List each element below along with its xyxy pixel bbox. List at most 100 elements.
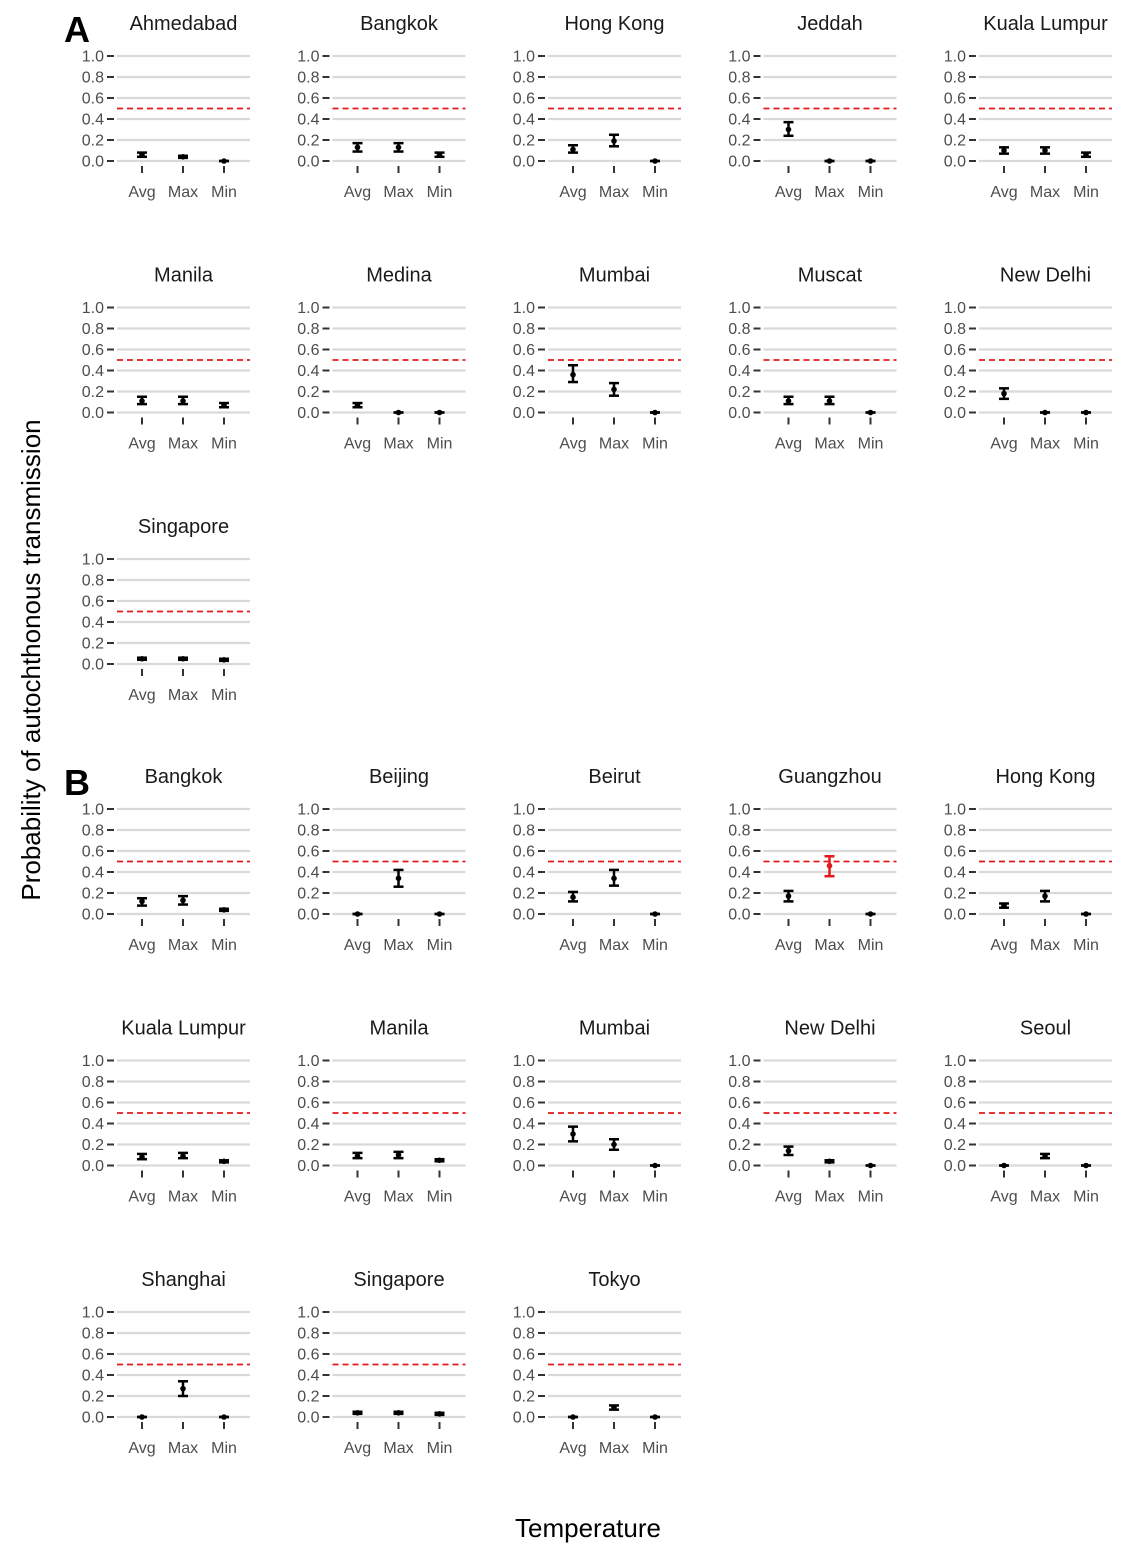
y-tick-label: 1.0 xyxy=(944,49,966,66)
x-tick-label: Max xyxy=(383,184,413,201)
y-tick-label: 0.0 xyxy=(82,1158,104,1175)
y-tick-label: 0.8 xyxy=(513,823,535,840)
y-tick-label: 0.8 xyxy=(728,1074,750,1091)
y-tick-label: 0.8 xyxy=(297,1326,319,1343)
y-tick-label: 0.6 xyxy=(513,1347,535,1364)
facet-title: Singapore xyxy=(353,1269,444,1291)
y-tick-label: 0.2 xyxy=(728,886,750,903)
y-tick-label: 1.0 xyxy=(513,49,535,66)
facet-title: Jeddah xyxy=(797,13,863,35)
data-point xyxy=(611,1141,617,1148)
x-tick-label: Max xyxy=(1030,937,1060,954)
y-tick-label: 0.2 xyxy=(297,384,319,401)
y-tick-label: 0.6 xyxy=(82,342,104,359)
y-tick-label: 0.2 xyxy=(82,886,104,903)
y-tick-label: 1.0 xyxy=(297,802,319,819)
data-point xyxy=(354,911,361,917)
y-tick-label: 0.0 xyxy=(82,657,104,674)
y-tick-label: 0.6 xyxy=(513,844,535,861)
y-tick-label: 0.8 xyxy=(728,321,750,338)
data-point xyxy=(1042,409,1048,416)
y-tick-label: 0.4 xyxy=(728,112,750,129)
x-tick-label: Avg xyxy=(344,937,371,954)
x-tick-label: Min xyxy=(211,1189,237,1206)
facet: New Delhi 0.0 0.2 0.4 0.6 0.8 1.0 Avg Max Min xyxy=(728,1018,897,1206)
y-tick-label: 0.2 xyxy=(728,1137,750,1154)
facet-title: Shanghai xyxy=(141,1269,226,1291)
y-tick-label: 0.0 xyxy=(513,405,535,422)
x-tick-label: Max xyxy=(383,1189,413,1206)
y-tick-label: 0.4 xyxy=(297,1368,319,1385)
x-tick-label: Max xyxy=(1030,1189,1060,1206)
facet: New Delhi 0.0 0.2 0.4 0.6 0.8 1.0 Avg Max Min xyxy=(944,265,1112,453)
data-point xyxy=(395,409,402,416)
y-tick-label: 1.0 xyxy=(82,802,104,819)
y-tick-label: 0.4 xyxy=(297,1116,319,1133)
y-tick-label: 0.8 xyxy=(944,321,966,338)
data-point xyxy=(221,657,227,663)
y-tick-label: 0.2 xyxy=(82,384,104,401)
data-point xyxy=(221,402,227,408)
y-tick-label: 0.6 xyxy=(82,1095,104,1112)
x-tick-label: Min xyxy=(642,1189,668,1206)
y-tick-label: 0.6 xyxy=(944,844,966,861)
y-tick-label: 0.8 xyxy=(297,1074,319,1091)
facet-title: Tokyo xyxy=(588,1269,640,1291)
y-tick-label: 0.4 xyxy=(297,363,319,380)
y-tick-label: 0.4 xyxy=(944,112,966,129)
y-tick-label: 0.6 xyxy=(297,1347,319,1364)
x-tick-label: Min xyxy=(211,687,237,704)
facet-title: Ahmedabad xyxy=(130,13,238,35)
data-point xyxy=(180,398,186,404)
y-tick-label: 0.4 xyxy=(82,112,104,129)
y-tick-label: 0.0 xyxy=(82,405,104,422)
y-tick-label: 0.0 xyxy=(944,907,966,924)
facet-title: Guangzhou xyxy=(778,766,881,788)
y-tick-label: 0.6 xyxy=(297,91,319,108)
y-tick-label: 1.0 xyxy=(82,552,104,569)
data-point xyxy=(785,398,792,404)
panel-a: A Ahmedabad 0.0 0.2 0.4 0.6 0.8 1.0 Avg Max Min Ban… xyxy=(64,9,1112,704)
y-tick-label: 0.4 xyxy=(82,865,104,882)
facet-title: Beirut xyxy=(588,766,641,788)
x-tick-label: Max xyxy=(814,184,844,201)
x-tick-label: Max xyxy=(168,436,198,453)
x-tick-label: Min xyxy=(427,1440,453,1457)
data-point xyxy=(354,1153,361,1159)
data-point xyxy=(652,1414,658,1420)
y-tick-label: 0.4 xyxy=(82,1368,104,1385)
data-point xyxy=(180,1385,186,1392)
y-tick-label: 0.8 xyxy=(82,1074,104,1091)
facet: Bangkok 0.0 0.2 0.4 0.6 0.8 1.0 Avg Max Min xyxy=(297,13,466,201)
x-tick-label: Min xyxy=(642,436,668,453)
data-point xyxy=(139,655,145,662)
x-tick-label: Max xyxy=(814,1189,844,1206)
y-tick-label: 0.4 xyxy=(944,865,966,882)
data-point xyxy=(785,893,792,899)
y-tick-label: 1.0 xyxy=(944,300,966,317)
data-point xyxy=(1001,147,1007,154)
facet: Singapore 0.0 0.2 0.4 0.6 0.8 1.0 Avg Max Min xyxy=(82,516,250,704)
panel-label: B xyxy=(64,762,90,803)
x-tick-label: Avg xyxy=(990,436,1017,453)
x-tick-label: Min xyxy=(427,937,453,954)
facet: Beirut 0.0 0.2 0.4 0.6 0.8 1.0 Avg Max Min xyxy=(513,766,681,954)
y-tick-label: 1.0 xyxy=(944,802,966,819)
panel-label: A xyxy=(64,9,90,50)
y-tick-label: 0.4 xyxy=(513,363,535,380)
data-point xyxy=(611,875,617,882)
data-point xyxy=(570,371,576,378)
data-point xyxy=(221,907,227,913)
x-axis-title: Temperature xyxy=(515,1513,661,1543)
facet-title: Hong Kong xyxy=(564,13,664,35)
data-point xyxy=(1042,1153,1048,1159)
facet: Guangzhou 0.0 0.2 0.4 0.6 0.8 1.0 Avg Max Min xyxy=(728,766,897,954)
data-point xyxy=(436,1411,443,1417)
x-tick-label: Avg xyxy=(128,184,155,201)
y-tick-label: 1.0 xyxy=(82,300,104,317)
x-tick-label: Min xyxy=(427,436,453,453)
y-tick-label: 0.0 xyxy=(513,907,535,924)
x-tick-label: Avg xyxy=(559,436,586,453)
y-tick-label: 0.0 xyxy=(82,907,104,924)
data-point xyxy=(1083,911,1089,917)
